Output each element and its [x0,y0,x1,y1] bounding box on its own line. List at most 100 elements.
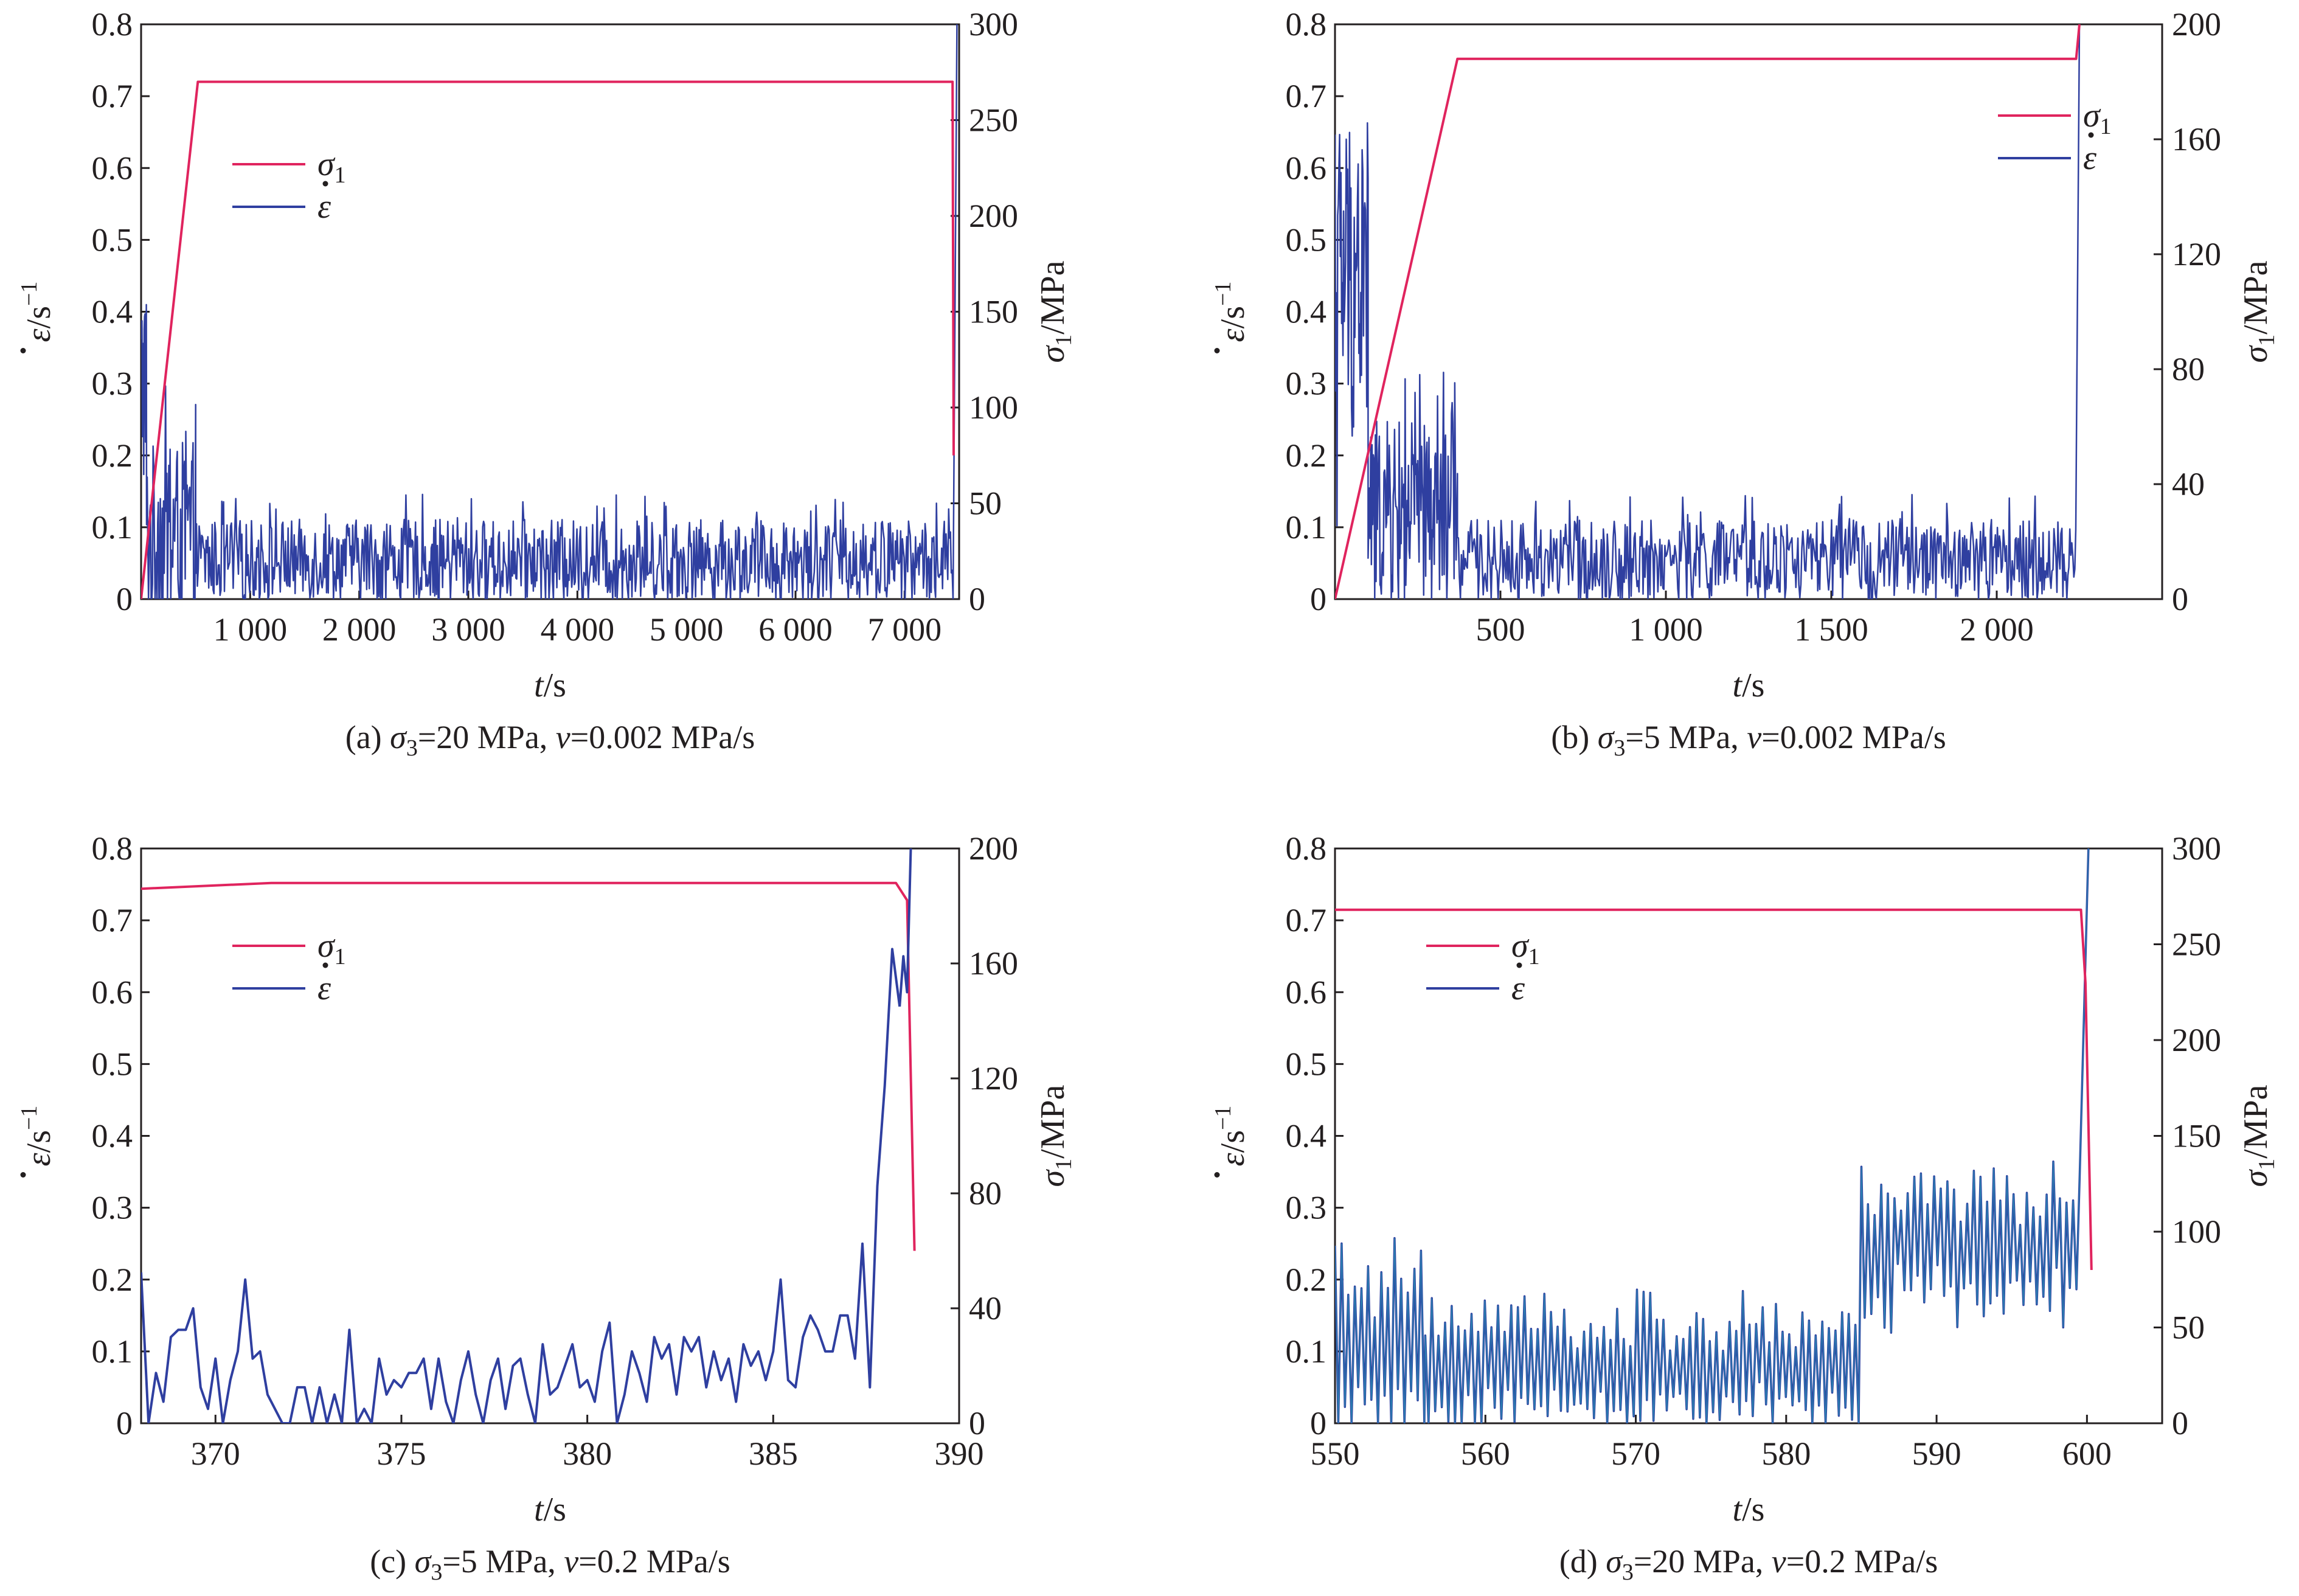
y-left-tick-label: 0 [1310,1405,1326,1442]
caption-prefix: (c) [370,1543,414,1580]
y-left-axis-var: ε [20,328,58,342]
y-right-axis-var: σ [2237,344,2275,363]
strain-rate-line [141,948,901,1423]
y-left-tick-label: 0.1 [1286,509,1327,546]
y-right-tick-label: 200 [969,198,1018,234]
x-axis-label-unit: /s [544,667,566,704]
x-tick-label: 600 [2062,1435,2112,1472]
x-axis-label-var: t [534,667,544,704]
y-left-tick-label: 0.2 [92,437,133,474]
y-left-tick-label: 0.6 [1286,150,1327,186]
x-tick-label: 370 [191,1435,240,1472]
y-left-tick-label: 0.1 [1286,1333,1327,1370]
y-right-tick-label: 250 [969,102,1018,139]
caption-subscript: 3 [406,735,418,761]
x-axis-label-var: t [1733,1491,1743,1528]
x-tick-label: 1 500 [1794,611,1868,648]
y-left-axis-text: ε/s−1 [16,282,58,342]
y-left-axis-unit: /s [20,1130,58,1153]
x-tick-label: 1 000 [213,611,288,648]
x-axis-label-var: t [534,1491,544,1528]
y-right-axis-subscript: 1 [2254,1159,2280,1170]
y-left-tick-label: 0.3 [92,366,133,402]
y-left-axis-exponent: −1 [1210,1106,1236,1130]
y-right-tick-label: 200 [2172,6,2221,43]
y-right-axis-var: σ [2237,1168,2275,1187]
y-right-tick-label: 50 [2172,1310,2205,1346]
x-axis-label-unit: /s [1742,667,1764,704]
y-right-axis-subscript: 1 [1051,1159,1077,1170]
legend-label: σ1 [2083,97,2112,139]
y-right-axis-subscript: 1 [2254,335,2280,346]
y-left-tick-label: 0.8 [1286,830,1327,867]
y-left-axis-text: ε/s−1 [1210,1106,1252,1167]
x-tick-label: 6 000 [758,611,833,648]
y-left-tick-label: 0.2 [92,1261,133,1298]
y-right-tick-label: 100 [2172,1213,2221,1250]
caption-prefix: (a) [345,719,390,755]
legend-dot-accent [322,962,328,968]
y-left-axis-unit: /s [1214,1130,1252,1153]
strain-rate-line [141,24,958,599]
y-left-axis-label: ε/s−1 [1210,282,1252,353]
y-left-axis-exponent: −1 [1210,282,1236,306]
y-left-tick-label: 0.1 [92,509,133,546]
y-right-axis-label: σ1/MPa [2237,1084,2280,1187]
x-tick-label: 1 000 [1629,611,1703,648]
legend-label: ε [1511,970,1525,1007]
y-right-axis-text: σ1/MPa [1034,1084,1077,1187]
y-right-tick-label: 40 [2172,466,2205,502]
y-right-axis-unit: /MPa [1034,260,1072,334]
x-tick-label: 2 000 [1960,611,2034,648]
y-left-tick-label: 0.3 [1286,1190,1327,1226]
caption-symbol: σ [415,1543,432,1580]
y-left-tick-label: 0.4 [1286,294,1327,330]
plot-lines [141,848,916,1423]
y-right-axis-subscript: 1 [1051,335,1077,346]
y-left-tick-label: 0.5 [1286,221,1327,258]
legend-symbol: ε [1511,970,1525,1007]
x-axis-label-var: t [1733,667,1743,704]
y-left-axis-unit: /s [1214,306,1252,328]
y-right-tick-label: 40 [969,1290,1002,1327]
legend-symbol: σ [2083,97,2101,134]
chart-panel-a: 0 0.1 0.2 0.3 0.4 0.5 0.6 0.7 0.8 0 50 100 150 200 250… [16,6,1077,761]
legend-symbol: σ [1511,927,1530,965]
y-right-axis-var: σ [1034,344,1072,363]
x-tick-label: 385 [749,1435,798,1472]
y-left-axis-var: ε [1214,1152,1252,1166]
legend-subscript: 1 [335,162,346,188]
caption-subscript: 3 [1614,735,1625,761]
ticks: 0 0.1 0.2 0.3 0.4 0.5 0.6 0.7 0.8 0 50 100 150 200 250… [1286,830,2222,1472]
caption-prefix: (b) [1551,719,1597,755]
x-tick-label: 590 [1912,1435,1961,1472]
legend-subscript: 1 [2100,114,2112,139]
ticks: 0 0.1 0.2 0.3 0.4 0.5 0.6 0.7 0.8 0 40 80 120 160 200 3… [92,830,1019,1472]
panel-caption: (d) σ3=20 MPa, v=0.2 MPa/s [1559,1543,1938,1585]
plot-lines [1335,24,2081,599]
x-tick-label: 380 [563,1435,612,1472]
x-tick-label: 2 000 [322,611,397,648]
y-right-axis-unit: /MPa [1034,1084,1072,1158]
panel-caption: (a) σ3=20 MPa, v=0.002 MPa/s [345,719,755,761]
y-left-tick-label: 0.6 [92,974,133,1010]
legend-subscript: 1 [335,944,346,970]
plot-lines [1335,848,2093,1423]
y-left-tick-label: 0.4 [1286,1118,1327,1154]
caption-confining-pressure: =20 MPa, [1634,1543,1772,1580]
y-right-axis-text: σ1/MPa [2237,1084,2280,1187]
y-left-tick-label: 0.7 [92,78,133,114]
y-right-tick-label: 250 [2172,926,2221,963]
legend-dot-accent [322,181,328,187]
legend-symbol: σ [317,145,336,183]
legend-label: ε [317,970,331,1007]
legend: σ1ε [1998,97,2112,177]
y-right-axis-unit: /MPa [2237,260,2275,334]
y-left-tick-label: 0.4 [92,1118,133,1154]
x-tick-label: 375 [376,1435,426,1472]
y-right-tick-label: 200 [2172,1022,2221,1058]
y-right-tick-label: 0 [2172,581,2188,617]
strain-rate-line [1335,848,2090,1423]
x-axis-label-unit: /s [544,1491,566,1528]
